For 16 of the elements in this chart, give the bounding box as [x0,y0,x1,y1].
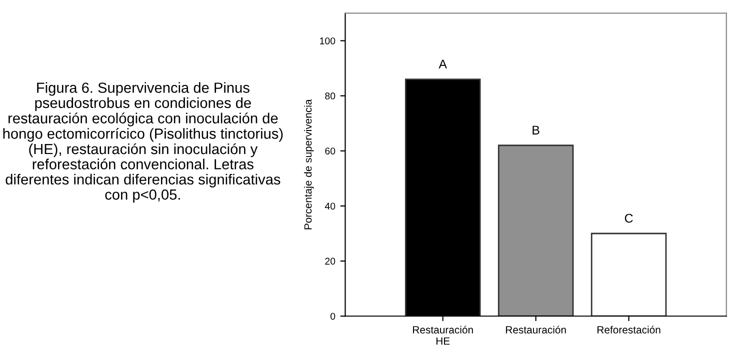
bar [498,144,574,316]
text: Figura 6. Supervivencia de Pinus pseudostrobus en condiciones de restauración ecológica con inoculación de hongo ectomicorrícico (Pisolithus tinctorius) (HE), restauración sin inoculación y reforestación convencional. Letras diferentes indican diferencias significativas con p<0,05. [3,82,283,203]
bar [590,232,667,316]
y-axis-title: Porcentaje de supervivencia [304,99,314,230]
y-tick-label: 20 [325,258,336,265]
annotation: C [624,214,633,223]
y-tick-label: 60 [325,148,336,154]
x-tick-label: Restauración HE [413,326,473,345]
y-tick-label: 0 [330,312,336,320]
x-tick-label: Reforestación [598,326,660,334]
y-tick-label: 100 [320,37,336,44]
y-tick-label: 80 [325,92,336,100]
annotation: A [438,60,447,68]
annotation: B [532,126,540,134]
y-tick-label: 40 [324,202,336,210]
x-tick-label: Restauración [506,326,566,334]
